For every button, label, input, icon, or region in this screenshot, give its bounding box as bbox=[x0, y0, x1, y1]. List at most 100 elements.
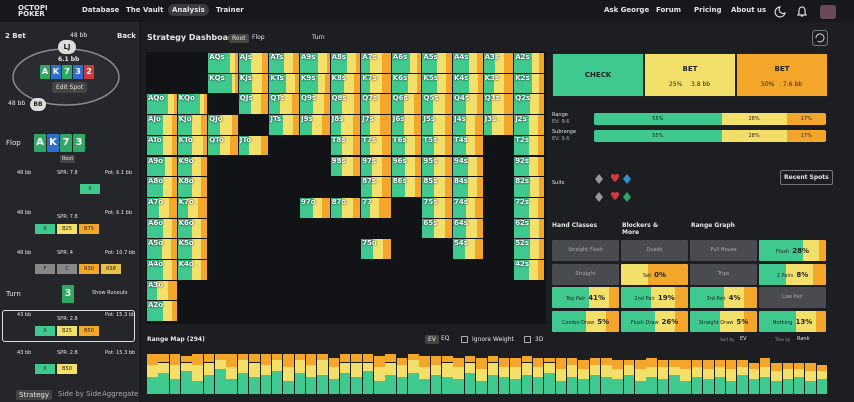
hand-cell[interactable]: 92s bbox=[514, 156, 544, 177]
hand-cell[interactable]: 98s bbox=[330, 156, 361, 177]
hand-cell[interactable]: 97o bbox=[300, 197, 330, 218]
action-box[interactable]: BET 25% 3.8 bb bbox=[644, 53, 736, 97]
hand-cell[interactable]: 77 bbox=[361, 197, 391, 218]
hand-cell[interactable]: 75s bbox=[422, 197, 452, 218]
hand-cell[interactable]: A6o bbox=[147, 218, 177, 239]
recent-spots[interactable]: Recent Spots bbox=[780, 170, 833, 185]
hand-cell[interactable]: J3s bbox=[483, 115, 514, 135]
node-action[interactable]: R58 bbox=[101, 264, 121, 274]
hand-cell[interactable]: K5s bbox=[422, 73, 452, 94]
hand-cell[interactable]: 52s bbox=[514, 239, 544, 259]
hand-cell[interactable]: K8s bbox=[330, 73, 361, 94]
class-cell[interactable]: Quads bbox=[621, 240, 688, 261]
hand-cell[interactable]: 65s bbox=[422, 218, 452, 239]
hand-cell[interactable]: K6s bbox=[391, 73, 422, 94]
hand-cell[interactable]: T5s bbox=[422, 135, 452, 156]
hand-cell[interactable]: KJs bbox=[238, 73, 269, 94]
hand-cell[interactable]: K3s bbox=[483, 73, 514, 94]
hand-cell[interactable]: 84s bbox=[453, 177, 483, 197]
crumb[interactable]: Flop bbox=[252, 34, 265, 41]
hand-cell[interactable]: A3o bbox=[147, 280, 177, 301]
hand-cell[interactable]: K7s bbox=[361, 73, 391, 94]
node-action[interactable]: X bbox=[35, 364, 55, 374]
node-action[interactable]: B50 bbox=[57, 364, 77, 374]
hand-cell[interactable]: A4s bbox=[453, 53, 483, 73]
range-map-title[interactable]: Range Map (294) bbox=[147, 336, 205, 343]
hand-cell[interactable]: QTo bbox=[208, 135, 238, 156]
hand-cell[interactable]: K8o bbox=[177, 177, 208, 197]
hand-cell[interactable]: A5s bbox=[422, 53, 452, 73]
hand-cell[interactable]: T2s bbox=[514, 135, 544, 156]
hand-cell[interactable]: 87s bbox=[361, 177, 391, 197]
node-action[interactable]: X bbox=[35, 224, 55, 234]
hand-cell[interactable]: K7o bbox=[177, 197, 208, 218]
class-cell[interactable]: Straight bbox=[552, 263, 619, 285]
hand-cell[interactable]: AQo bbox=[147, 94, 177, 115]
nav-link[interactable]: Analysis bbox=[168, 4, 209, 16]
hand-cell[interactable]: 75o bbox=[361, 239, 391, 259]
hand-cell[interactable]: A2o bbox=[147, 301, 177, 322]
hand-cell[interactable]: ATs bbox=[269, 53, 299, 73]
hand-cell[interactable]: QTs bbox=[269, 94, 299, 115]
node-action[interactable]: X bbox=[80, 184, 100, 194]
node-action[interactable]: B25 bbox=[57, 326, 77, 336]
class-cell[interactable]: Flush Draw 26% bbox=[621, 310, 688, 332]
toggle[interactable]: EV bbox=[425, 335, 439, 344]
hand-cell[interactable]: AJo bbox=[147, 115, 177, 135]
nav-link[interactable]: About us bbox=[731, 6, 767, 14]
action-box[interactable]: CHECK bbox=[552, 53, 644, 97]
back-button[interactable]: Back bbox=[117, 32, 136, 40]
hand-cell[interactable]: A8o bbox=[147, 177, 177, 197]
hand-cell[interactable]: K4o bbox=[177, 260, 208, 280]
hand-cell[interactable]: 54s bbox=[453, 239, 483, 259]
class-cell[interactable]: Combo Draw 5% bbox=[552, 310, 619, 332]
hand-cell[interactable]: A9o bbox=[147, 156, 177, 177]
hand-cell[interactable]: J4s bbox=[453, 115, 483, 135]
hand-cell[interactable]: 74s bbox=[453, 197, 483, 218]
class-cell[interactable]: Flush 28% bbox=[759, 240, 826, 261]
hand-cell[interactable]: 86s bbox=[391, 177, 422, 197]
crumb[interactable]: Turn bbox=[312, 34, 325, 41]
nav-link[interactable]: Pricing bbox=[694, 6, 722, 14]
hand-cell[interactable]: T4s bbox=[453, 135, 483, 156]
hand-cell[interactable]: A6s bbox=[391, 53, 422, 73]
hand-cell[interactable]: A3s bbox=[483, 53, 514, 73]
action-box[interactable]: BET 50% 7.6 bb bbox=[736, 53, 828, 97]
class-cell[interactable]: 2 Pairs 8% bbox=[759, 263, 826, 285]
hand-cell[interactable]: K9o bbox=[177, 156, 208, 177]
hand-cell[interactable]: Q7s bbox=[361, 94, 391, 115]
toggle[interactable]: EQ bbox=[441, 335, 450, 342]
edit-spot[interactable]: Edit Spot bbox=[52, 82, 88, 93]
hand-cell[interactable]: J7s bbox=[361, 115, 391, 135]
class-cell[interactable]: 2nd Pair 19% bbox=[621, 287, 688, 308]
checkbox[interactable] bbox=[461, 336, 468, 343]
hand-cell[interactable]: K4s bbox=[453, 73, 483, 94]
node-action[interactable]: C bbox=[57, 264, 77, 274]
nav-link[interactable]: Ask George bbox=[604, 6, 650, 14]
hand-cell[interactable]: JTo bbox=[238, 135, 269, 156]
refresh-icon[interactable] bbox=[812, 30, 828, 46]
class-cell[interactable]: Straight Draw 5% bbox=[690, 310, 757, 332]
tab[interactable]: Side by Side bbox=[58, 390, 102, 398]
hand-cell[interactable]: Q9s bbox=[300, 94, 330, 115]
hand-cell[interactable]: JTs bbox=[269, 115, 299, 135]
node-action[interactable]: B50 bbox=[79, 326, 99, 336]
hand-cell[interactable]: A7s bbox=[361, 53, 391, 73]
hand-cell[interactable]: 62s bbox=[514, 218, 544, 239]
hand-cell[interactable]: Q4s bbox=[453, 94, 483, 115]
hand-cell[interactable]: T8s bbox=[330, 135, 361, 156]
hand-cell[interactable]: QJo bbox=[208, 115, 238, 135]
hand-cell[interactable]: 64s bbox=[453, 218, 483, 239]
moon-icon[interactable] bbox=[774, 6, 786, 18]
hand-cell[interactable]: J9s bbox=[300, 115, 330, 135]
avatar[interactable] bbox=[820, 5, 836, 19]
node-action[interactable]: B25 bbox=[57, 224, 77, 234]
class-cell[interactable]: Low Pair bbox=[759, 287, 826, 308]
hand-cell[interactable]: A8s bbox=[330, 53, 361, 73]
class-cell[interactable]: Set 0% bbox=[621, 263, 688, 285]
hand-cell[interactable]: Q8s bbox=[330, 94, 361, 115]
hand-cell[interactable]: KQo bbox=[177, 94, 208, 115]
hand-cell[interactable]: J8s bbox=[330, 115, 361, 135]
hand-cell[interactable]: T7s bbox=[361, 135, 391, 156]
hand-cell[interactable]: 72s bbox=[514, 197, 544, 218]
